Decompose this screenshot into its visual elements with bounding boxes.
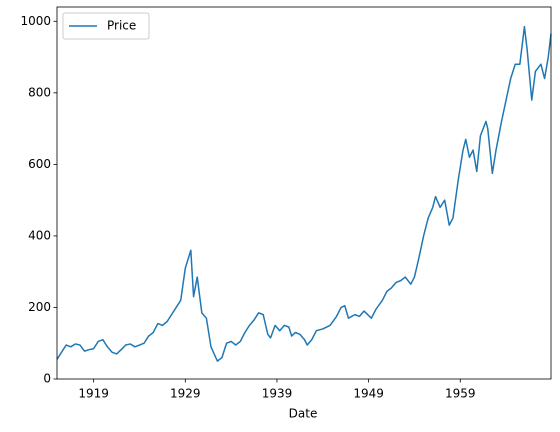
y-tick-label: 800 bbox=[28, 85, 51, 99]
x-tick-label: 1919 bbox=[78, 387, 109, 401]
plot-frame bbox=[56, 6, 552, 380]
x-tick-label: 1939 bbox=[262, 387, 293, 401]
legend-box bbox=[62, 12, 150, 40]
y-tick-label: 600 bbox=[28, 157, 51, 171]
x-tick-label: 1949 bbox=[353, 387, 384, 401]
legend-label: Price bbox=[107, 19, 136, 33]
x-axis-label: Date bbox=[289, 407, 318, 421]
y-tick-label: 200 bbox=[28, 300, 51, 314]
line bbox=[56, 25, 552, 362]
y-tick-label: 0 bbox=[43, 372, 51, 386]
x-tick-label: 1929 bbox=[170, 387, 201, 401]
y-tick-label: 1000 bbox=[20, 14, 51, 28]
y-tick-label: 400 bbox=[28, 228, 51, 242]
x-tick-label: 1959 bbox=[445, 387, 476, 401]
